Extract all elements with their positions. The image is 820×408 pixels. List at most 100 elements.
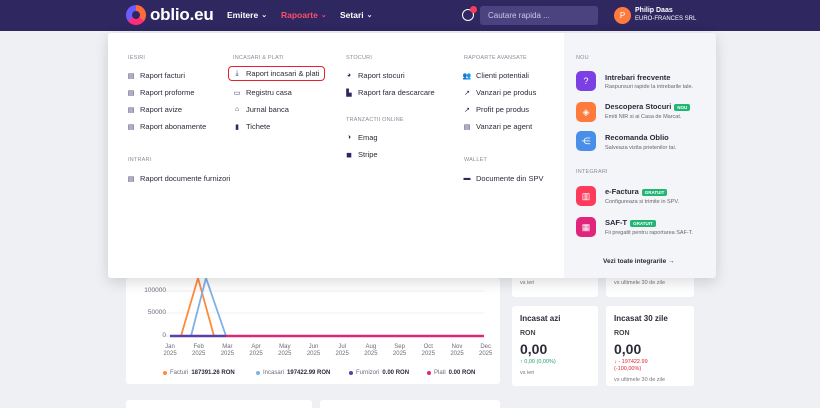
x-tick: Jun 2025: [302, 344, 326, 358]
nav-setari[interactable]: Setari ⌄: [340, 10, 373, 20]
x-tick-month: Oct: [423, 344, 433, 350]
trash-icon: ▥: [576, 186, 596, 206]
menu-raport-incasari-plati[interactable]: ⤓ Raport incasari & plati: [228, 66, 326, 81]
badge-nou: NOU: [674, 103, 691, 111]
user-company: EURO-FRANCES SRL: [635, 16, 697, 22]
side-title: Intrebari frecvente: [605, 73, 671, 82]
bank-icon: ⌂: [234, 106, 240, 113]
x-tick-year: 2025: [479, 351, 493, 357]
top-navbar: [0, 0, 820, 31]
menu-jurnal-banca[interactable]: ⌂ Jurnal banca: [233, 105, 289, 114]
side-desc: Fii pregatit pentru raportarea SAF-T.: [605, 230, 694, 236]
menu-label: Raport fara descarcare: [358, 88, 435, 97]
menu-vanzari-pe-produs[interactable]: ↗ Vanzari pe produs: [463, 88, 536, 97]
side-title: SAF-T: [605, 218, 628, 227]
dropdown-side-panel: [564, 33, 716, 278]
stat-sub: vs ieri: [520, 370, 535, 376]
series-incasari-line: [190, 278, 227, 337]
stat-currency: RON: [520, 330, 536, 337]
x-tick: Apr 2025: [244, 344, 268, 358]
menu-stripe[interactable]: ◼ Stripe: [345, 150, 378, 159]
notification-dot: [470, 6, 477, 13]
share-icon: ⋲: [576, 131, 596, 151]
x-tick-year: 2025: [392, 351, 407, 357]
x-tick: Dec 2025: [474, 344, 498, 358]
menu-documente-din-spv[interactable]: ▬ Documente din SPV: [463, 174, 544, 183]
legend-value: 197422.99 RON: [287, 370, 331, 376]
bottom-card: [126, 400, 312, 408]
logo[interactable]: oblio.eu: [126, 5, 214, 25]
stat-value: 0,00: [520, 341, 548, 357]
menu-label: Documente din SPV: [476, 174, 544, 183]
x-tick: Nov 2025: [445, 344, 469, 358]
menu-clienti-potentiali[interactable]: 👥 Clienti potentiali: [463, 71, 529, 80]
x-tick-year: 2025: [450, 351, 464, 357]
menu-registru-casa[interactable]: ▭ Registru casa: [233, 88, 292, 97]
stat-value: 0,00: [614, 341, 642, 357]
menu-label: Raport abonamente: [140, 122, 207, 131]
search-input[interactable]: Cautare rapida ...: [480, 6, 598, 25]
section-tranzactii-online: TRANZACTII ONLINE: [346, 117, 404, 123]
y-tick: 100000: [144, 287, 166, 294]
x-tick-year: 2025: [220, 351, 235, 357]
bottom-card: [320, 400, 500, 408]
x-tick-month: Dec: [480, 344, 492, 350]
menu-raport-avize[interactable]: ▤ Raport avize: [127, 105, 182, 114]
stat-card-incasat-azi: Incasat azi RON 0,00 ↑ 0,00 (0,00%) vs i…: [512, 306, 598, 386]
cash-register-icon: ▭: [233, 89, 241, 97]
side-title: Descopera Stocuri: [605, 102, 672, 111]
section-stocuri: STOCURI: [346, 55, 373, 61]
x-tick: Sep 2025: [388, 344, 412, 358]
menu-profit-pe-produs[interactable]: ↗ Profit pe produs: [463, 105, 529, 114]
file-icon: ▤: [127, 123, 135, 131]
menu-label: Raport stocuri: [358, 71, 405, 80]
menu-raport-stocuri[interactable]: ◕ Raport stocuri: [345, 71, 405, 80]
legend-value: 187391.26 RON: [191, 370, 235, 376]
section-nou: NOU: [576, 55, 589, 61]
side-recomanda-oblio[interactable]: Recomanda Oblio: [605, 133, 669, 142]
menu-vanzari-pe-agent[interactable]: ▤ Vanzari pe agent: [463, 122, 532, 131]
side-e-factura[interactable]: e-Factura GRATUIT: [605, 187, 668, 196]
series-facturi-line: [180, 278, 215, 337]
side-saf-t[interactable]: SAF-T GRATUIT: [605, 218, 656, 227]
side-desc: Configureaza si trimite in SPV.: [605, 199, 680, 205]
side-descopera-stocuri[interactable]: Descopera Stocuri NOU: [605, 102, 691, 111]
x-tick-month: Feb: [193, 344, 204, 350]
x-tick-year: 2025: [421, 351, 435, 357]
notifications-icon[interactable]: [462, 6, 477, 21]
x-tick: Oct 2025: [416, 344, 440, 358]
nav-rapoarte[interactable]: Rapoarte ⌄: [281, 10, 327, 20]
user-name[interactable]: Philip Daas: [635, 7, 673, 14]
menu-label: Profit pe produs: [476, 105, 529, 114]
menu-raport-documente-furnizori[interactable]: ▤ Raport documente furnizori: [127, 174, 231, 183]
stat-title: Incasat azi: [520, 314, 561, 323]
logo-text: oblio.eu: [150, 5, 214, 24]
nav-emitere[interactable]: Emitere ⌄: [227, 10, 267, 20]
chart-area: [164, 278, 484, 338]
menu-tichete[interactable]: ▮ Tichete: [233, 122, 270, 131]
chevron-down-icon: ⌄: [366, 12, 373, 19]
menu-label: Raport incasari & plati: [246, 69, 320, 78]
x-tick-month: Jan: [165, 344, 175, 350]
section-iesiri: IESIRI: [128, 55, 146, 61]
menu-label: Stripe: [358, 150, 378, 159]
stack-icon: ◈: [576, 102, 596, 122]
see-all-integrations-link[interactable]: Vezi toate integrarile →: [603, 258, 675, 265]
legend-swatch: [163, 371, 167, 375]
legend-incasari: Incasari 197422.99 RON: [256, 370, 330, 376]
avatar[interactable]: P: [614, 7, 631, 24]
menu-label: Raport documente furnizori: [140, 174, 231, 183]
x-tick: Jul 2025: [330, 344, 354, 358]
side-intrebari-frecvente[interactable]: Intrebari frecvente: [605, 73, 670, 82]
menu-raport-abonamente[interactable]: ▤ Raport abonamente: [127, 122, 207, 131]
side-desc: Salveaza vizita prietenilor tai.: [605, 145, 677, 151]
menu-raport-facturi[interactable]: ▤ Raport facturi: [127, 71, 185, 80]
grid-icon: ▦: [576, 217, 596, 237]
menu-raport-proforme[interactable]: ▤ Raport proforme: [127, 88, 195, 97]
legend-swatch: [349, 371, 353, 375]
menu-raport-fara-descarcare[interactable]: ▙ Raport fara descarcare: [345, 88, 435, 97]
menu-emag[interactable]: ◑ Emag: [345, 133, 378, 142]
x-tick-month: Aug: [365, 344, 377, 350]
chart-line-icon: ↗: [464, 106, 470, 114]
download-icon: ⤓: [235, 69, 239, 77]
